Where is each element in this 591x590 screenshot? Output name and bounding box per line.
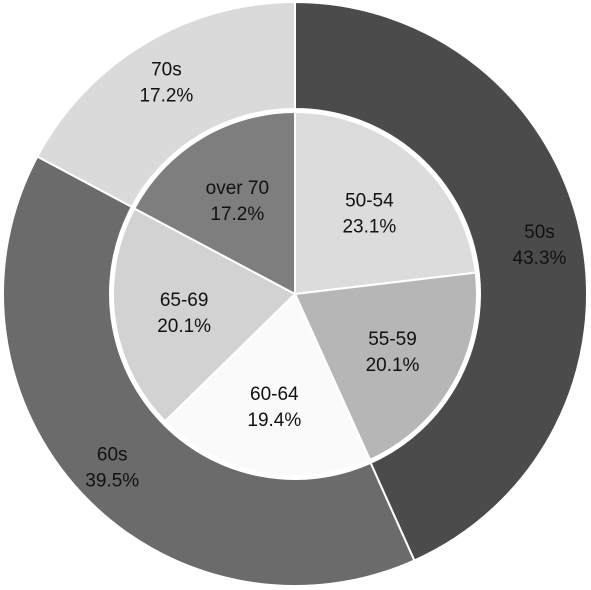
inner-slice-label-50-54: 50-54 23.1% [342,190,396,237]
outer-slice-70s [36,0,296,209]
inner-slice-label-55-59: 55-59 20.1% [366,329,420,376]
inner-slice-60-64 [163,292,372,477]
slice-percent-label: 19.4% [247,410,301,431]
slice-percent-label: 43.3% [513,248,567,269]
inner-ring [112,110,478,477]
slice-percent-label: 23.1% [342,216,396,237]
slice-category-label: over 70 [206,178,269,199]
slice-category-label: 60-64 [250,384,299,405]
slice-percent-label: 20.1% [366,355,420,376]
outer-slice-label-60s: 60s 39.5% [85,445,139,492]
inner-slice-65-69 [112,207,297,423]
inner-slice-over-70 [132,110,296,296]
slice-category-label: 60s [97,445,128,466]
outer-slice-label-70s: 70s 17.2% [139,60,193,107]
slice-category-label: 70s [151,60,182,81]
inner-slice-label-over-70: over 70 17.2% [206,178,269,225]
slice-category-label: 65-69 [160,290,209,311]
inner-slice-55-59 [293,271,478,462]
slice-percent-label: 17.2% [139,86,193,107]
slice-labels: 50s 43.3% 60s 39.5% 70s 17.2% 50-54 23.1% 55-59 2… [85,60,566,492]
slice-percent-label: 17.2% [210,204,264,225]
outer-slice-60s [2,155,416,587]
slice-category-label: 50s [524,222,555,243]
slice-percent-label: 39.5% [85,471,139,492]
inner-slice-50-54 [294,110,477,296]
inner-slice-label-60-64: 60-64 19.4% [247,384,301,431]
outer-slice-50s [294,0,588,562]
outer-slice-label-50s: 50s 43.3% [513,222,567,269]
slice-percent-label: 20.1% [157,316,211,337]
inner-slice-label-65-69: 65-69 20.1% [157,290,211,337]
slice-category-label: 55-59 [368,329,417,350]
slice-category-label: 50-54 [345,190,394,211]
